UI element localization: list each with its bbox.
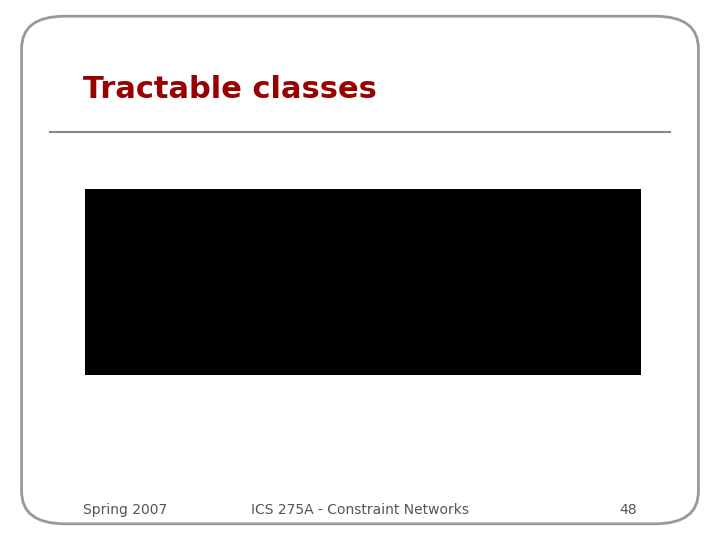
FancyBboxPatch shape [22,16,698,524]
Text: Tractable classes: Tractable classes [83,75,377,104]
Text: ICS 275A - Constraint Networks: ICS 275A - Constraint Networks [251,503,469,517]
Text: Spring 2007: Spring 2007 [83,503,167,517]
Bar [85,189,641,375]
Text: 48: 48 [620,503,637,517]
